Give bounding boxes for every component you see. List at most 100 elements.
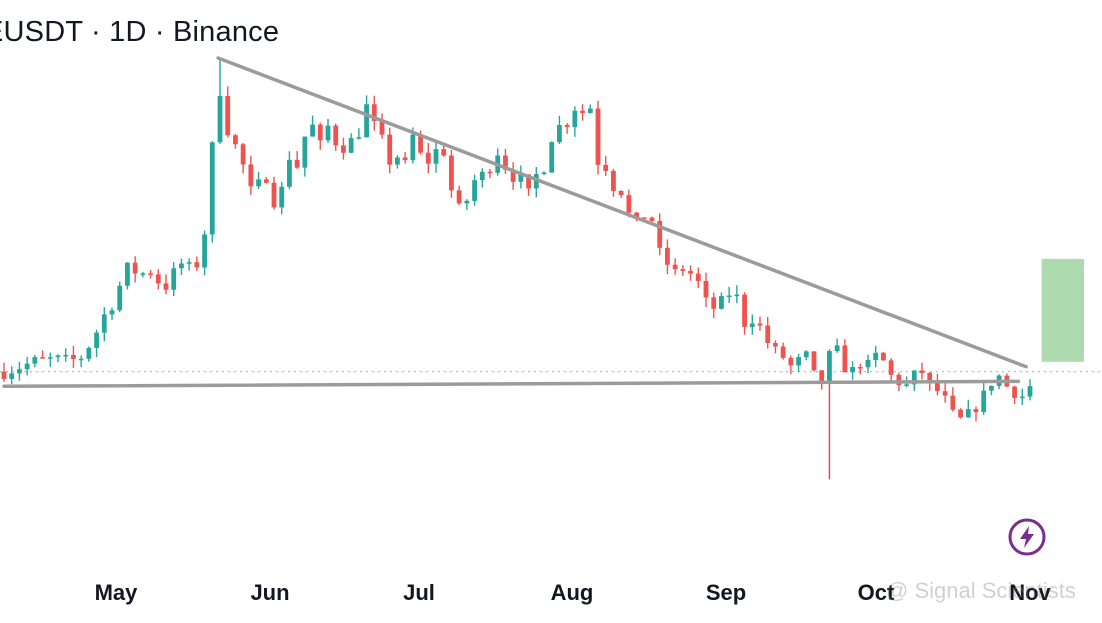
candle-body bbox=[155, 274, 161, 284]
candle-body bbox=[626, 195, 632, 213]
candle-body bbox=[557, 125, 562, 143]
lightning-bolt-icon[interactable] bbox=[1008, 518, 1046, 556]
candle-body bbox=[950, 395, 956, 410]
target-box-layer bbox=[1041, 258, 1084, 362]
resistance-trendline bbox=[216, 56, 1028, 369]
candle-body bbox=[418, 134, 423, 153]
candle-body bbox=[387, 134, 393, 165]
candle-body bbox=[657, 220, 663, 248]
candle-body bbox=[572, 110, 578, 128]
candle-body bbox=[109, 310, 115, 315]
support-trendline bbox=[2, 379, 1021, 389]
candle-body bbox=[47, 357, 53, 359]
candle-body bbox=[1019, 396, 1025, 399]
candle-body bbox=[503, 155, 508, 170]
candle-body bbox=[248, 164, 254, 187]
candle-body bbox=[881, 352, 886, 361]
candle-body bbox=[487, 171, 493, 174]
candle-body bbox=[317, 124, 323, 141]
candle-body bbox=[803, 351, 809, 358]
candle-body bbox=[364, 104, 369, 138]
candle-body bbox=[634, 212, 639, 218]
candle-body bbox=[842, 345, 848, 373]
candle-body bbox=[186, 262, 192, 264]
candle-body bbox=[587, 108, 593, 114]
candle-body bbox=[904, 384, 909, 386]
candle-body bbox=[132, 262, 138, 274]
candle-body bbox=[9, 373, 15, 379]
candle-body bbox=[71, 354, 76, 360]
candle-body bbox=[402, 157, 408, 161]
candle-body bbox=[850, 367, 855, 373]
candle-body bbox=[688, 270, 693, 274]
candle-body bbox=[603, 164, 609, 171]
candle-body bbox=[464, 200, 470, 204]
candle-body bbox=[942, 391, 948, 396]
candle-body bbox=[171, 268, 177, 290]
candle-body bbox=[395, 157, 400, 165]
candle-body bbox=[479, 171, 485, 181]
candle-body bbox=[680, 269, 686, 271]
candle-body bbox=[1012, 386, 1017, 398]
x-tick-label: Sep bbox=[706, 580, 746, 605]
candle-body bbox=[819, 370, 825, 383]
candle-body bbox=[726, 295, 732, 298]
candle-body bbox=[973, 409, 979, 413]
candle-body bbox=[919, 370, 925, 373]
candle-body bbox=[379, 120, 385, 135]
candle-body bbox=[541, 172, 547, 175]
candle-body bbox=[811, 351, 817, 371]
target-box bbox=[1041, 258, 1084, 362]
candle-body bbox=[796, 357, 801, 366]
candle-body bbox=[827, 351, 832, 383]
candle-body bbox=[140, 273, 146, 275]
x-tick-label: Jul bbox=[403, 580, 435, 605]
candle-body bbox=[472, 180, 477, 201]
candle-body bbox=[703, 280, 709, 298]
candle-body bbox=[888, 360, 894, 375]
candle-body bbox=[456, 190, 462, 204]
candle-body bbox=[510, 169, 516, 182]
candle-body bbox=[94, 332, 99, 348]
candle-body bbox=[773, 343, 778, 347]
candle-body bbox=[865, 360, 871, 368]
candle-body bbox=[965, 409, 971, 418]
candle-body bbox=[425, 152, 431, 164]
candle-body bbox=[233, 135, 238, 145]
candle-body bbox=[32, 357, 38, 364]
candle-body bbox=[287, 159, 292, 187]
candle-body bbox=[989, 385, 994, 391]
candle-body bbox=[927, 372, 933, 382]
candle-body bbox=[649, 217, 655, 221]
candle-body bbox=[78, 358, 84, 361]
candle-body bbox=[433, 149, 439, 164]
x-tick-label: Nov bbox=[1009, 580, 1051, 605]
candle-body bbox=[101, 314, 107, 333]
candle-body bbox=[665, 247, 670, 265]
candle-body bbox=[125, 262, 130, 286]
candle-body bbox=[24, 363, 30, 370]
candle-body bbox=[179, 263, 184, 269]
candle-body bbox=[194, 262, 200, 268]
candle-body bbox=[742, 294, 747, 327]
candle-body bbox=[935, 381, 940, 392]
x-tick-label: Oct bbox=[858, 580, 895, 605]
candle-body bbox=[580, 110, 585, 114]
candle-body bbox=[256, 179, 261, 187]
candle-body bbox=[834, 345, 840, 352]
candle-body bbox=[711, 297, 717, 309]
candle-body bbox=[240, 144, 246, 165]
candle-body bbox=[209, 142, 215, 235]
candle-body bbox=[672, 264, 678, 270]
watermark-text: @ Signal Scientists bbox=[886, 578, 1076, 603]
candles-layer bbox=[1, 58, 1033, 480]
candle-body bbox=[17, 369, 22, 374]
candle-body bbox=[202, 234, 207, 268]
chart-title: EUSDT · 1D · Binance bbox=[0, 16, 280, 48]
x-tick-label: Aug bbox=[551, 580, 594, 605]
candle-body bbox=[618, 190, 624, 196]
candle-body bbox=[63, 354, 69, 357]
candle-body bbox=[788, 357, 794, 366]
